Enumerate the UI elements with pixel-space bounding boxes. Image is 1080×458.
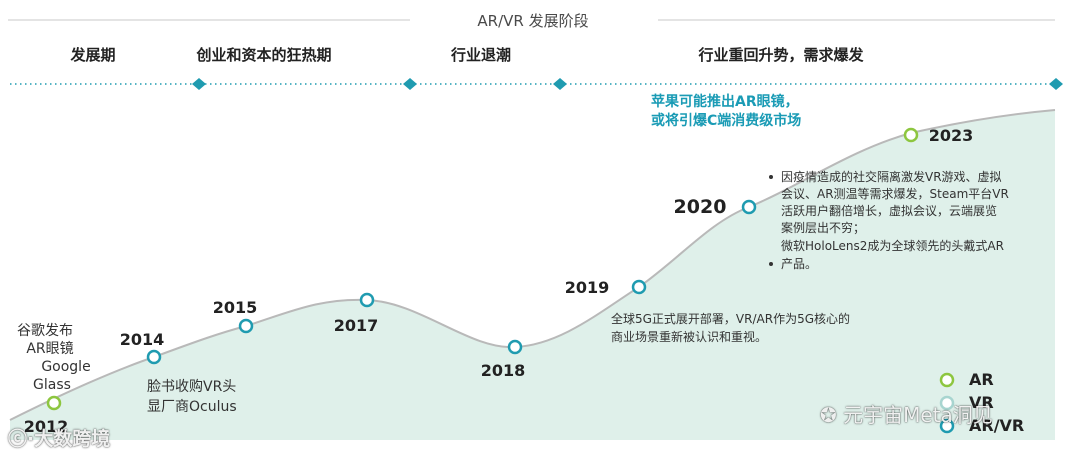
watermark-left: ⓒ·大数跨境 — [8, 424, 110, 451]
bullet-line: 会议、AR测温等需求爆发，Steam平台VR — [781, 186, 1009, 201]
diagram-title: AR/VR 发展阶段 — [477, 12, 588, 30]
milestone-marker-2020 — [741, 199, 757, 215]
milestone-year-2023: 2023 — [929, 126, 974, 145]
growth-curve-area — [10, 110, 1055, 440]
legend-label-arvr: AR/VR — [969, 416, 1024, 435]
milestone-marker-2023 — [903, 127, 919, 143]
note-2012-line: 谷歌发布 — [17, 323, 73, 339]
phase-marker-diamond — [192, 78, 206, 90]
wechat-icon: ✪ — [820, 403, 837, 427]
watermark-right-text: 元宇宙Meta洞见 — [843, 403, 993, 427]
milestone-year-2012: 2012 — [24, 417, 69, 436]
bullets-2020: 因疫情造成的社交隔离激发VR游戏、虚拟 会议、AR测温等需求爆发，Steam平台… — [769, 169, 1009, 271]
legend-label-vr: VR — [969, 393, 994, 412]
watermark-right: ✪ 元宇宙Meta洞见 — [820, 399, 993, 428]
note-2012: 谷歌发布 AR眼镜 Google Glass — [17, 323, 91, 393]
milestone-marker-2019 — [631, 279, 647, 295]
highlight-line: 或将引爆C端消费级市场 — [651, 112, 801, 129]
phase-label-development: 发展期 — [69, 46, 115, 64]
phase-label-resurgence: 行业重回升势，需求爆发 — [697, 46, 864, 64]
phase-marker-diamond — [1049, 78, 1063, 90]
milestone-year-2014: 2014 — [120, 330, 165, 349]
note-2014-line: 显厂商Oculus — [147, 399, 237, 415]
legend-marker-vr — [939, 395, 955, 411]
bullet-dot — [769, 262, 773, 266]
apple-highlight: 苹果可能推出AR眼镜， 或将引爆C端消费级市场 — [651, 93, 801, 129]
milestone-marker-2014 — [146, 349, 162, 365]
milestone-marker-2012 — [46, 395, 62, 411]
highlight-line: 苹果可能推出AR眼镜， — [651, 93, 799, 110]
bullet-line: 产品。 — [781, 257, 817, 271]
bullet-line: 活跃用户翻倍增长，虚拟会议，云端展览 — [781, 203, 997, 218]
watermark-left-text: 大数跨境 — [34, 428, 111, 450]
phase-marker-diamond — [403, 78, 417, 90]
note-2019: 全球5G正式展开部署，VR/AR作为5G核心的 商业场景重新被认识和重视。 — [611, 311, 850, 344]
milestone-marker-2018 — [507, 339, 523, 355]
milestone-year-2019: 2019 — [565, 278, 610, 297]
milestone-year-2020: 2020 — [674, 196, 727, 218]
phase-marker-diamond — [553, 78, 567, 90]
phase-markers — [192, 78, 1063, 90]
milestone-marker-2015 — [238, 318, 254, 334]
note-2012-line: Glass — [33, 377, 71, 393]
milestone-year-2015: 2015 — [213, 298, 258, 317]
legend-marker-arvr — [939, 418, 955, 434]
note-2019-line: 全球5G正式展开部署，VR/AR作为5G核心的 — [611, 311, 850, 326]
watermark-logo-icon: ⓒ· — [8, 428, 35, 450]
legend: AR VR AR/VR — [939, 370, 1024, 435]
note-2012-line: Google — [41, 359, 90, 375]
milestone-year-2018: 2018 — [481, 361, 526, 380]
bullet-line: 案例层出不穷； — [781, 220, 865, 235]
phase-label-frenzy: 创业和资本的狂热期 — [195, 46, 331, 64]
note-2019-line: 商业场景重新被认识和重视。 — [611, 329, 767, 344]
phase-label-decline: 行业退潮 — [450, 46, 511, 64]
legend-label-ar: AR — [969, 370, 994, 389]
milestone-marker-2017 — [359, 292, 375, 308]
note-2014: 脸书收购VR头 显厂商Oculus — [147, 379, 237, 415]
legend-marker-ar — [939, 372, 955, 388]
milestone-year-2017: 2017 — [334, 316, 379, 335]
note-2014-line: 脸书收购VR头 — [147, 379, 236, 395]
bullet-dot — [769, 175, 773, 179]
bullet-line: 微软HoloLens2成为全球领先的头戴式AR — [781, 238, 1004, 253]
note-2012-line: AR眼镜 — [26, 341, 73, 357]
bullet-line: 因疫情造成的社交隔离激发VR游戏、虚拟 — [781, 169, 1002, 184]
